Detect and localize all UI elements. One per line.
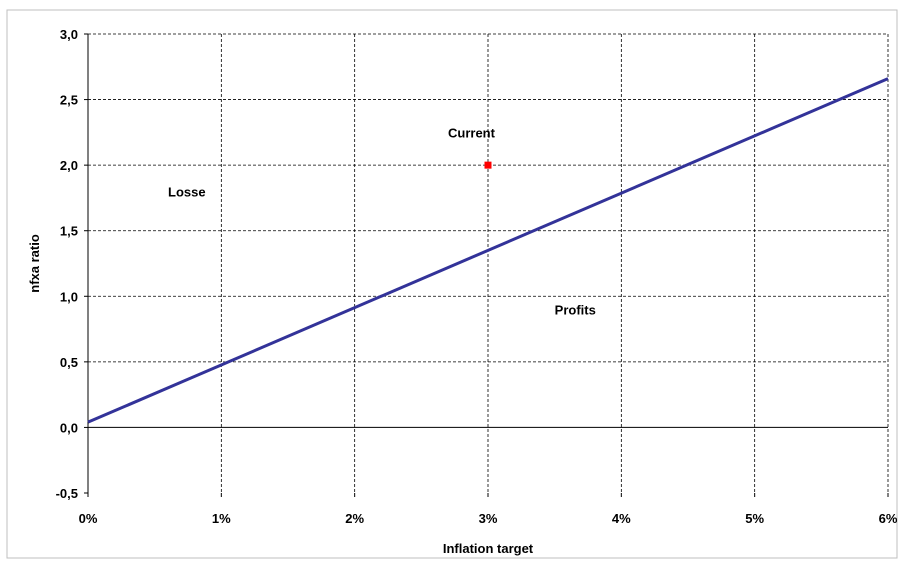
y-tick-label: 3,0 — [60, 27, 78, 42]
annotations: Current Losse Profits — [168, 125, 596, 317]
series-layer — [87, 77, 889, 424]
y-tick-label: -0,5 — [56, 486, 78, 501]
series-line — [87, 77, 889, 424]
y-tick-label: 0,0 — [60, 420, 78, 435]
x-tick-label: 5% — [745, 511, 764, 526]
x-tick-label: 6% — [879, 511, 898, 526]
x-tick-label: 0% — [79, 511, 98, 526]
x-axis-label: Inflation target — [443, 541, 534, 556]
y-tick-label: 2,5 — [60, 93, 78, 108]
annotation-label: Profits — [555, 302, 596, 317]
y-tick-label: 1,0 — [60, 289, 78, 304]
y-axis-label: nfxa ratio — [27, 234, 42, 293]
x-tick-label: 1% — [212, 511, 231, 526]
y-tick-label: 1,5 — [60, 224, 78, 239]
annotation-label: Losse — [168, 184, 206, 199]
x-tick-label: 3% — [479, 511, 498, 526]
x-tick-label: 4% — [612, 511, 631, 526]
axes — [84, 33, 889, 497]
y-tick-label: 2,0 — [60, 158, 78, 173]
y-tick-label: 0,5 — [60, 355, 78, 370]
grid — [88, 33, 889, 493]
tick-labels: -0,5 0,0 0,5 1,0 1,5 2,0 2,5 3,0 0% 1% 2% 3% 4% 5% 6% — [56, 27, 898, 526]
annotation-label: Current — [448, 125, 496, 140]
chart-frame — [6, 9, 898, 559]
x-tick-label: 2% — [345, 511, 364, 526]
current-point-marker — [484, 161, 492, 169]
